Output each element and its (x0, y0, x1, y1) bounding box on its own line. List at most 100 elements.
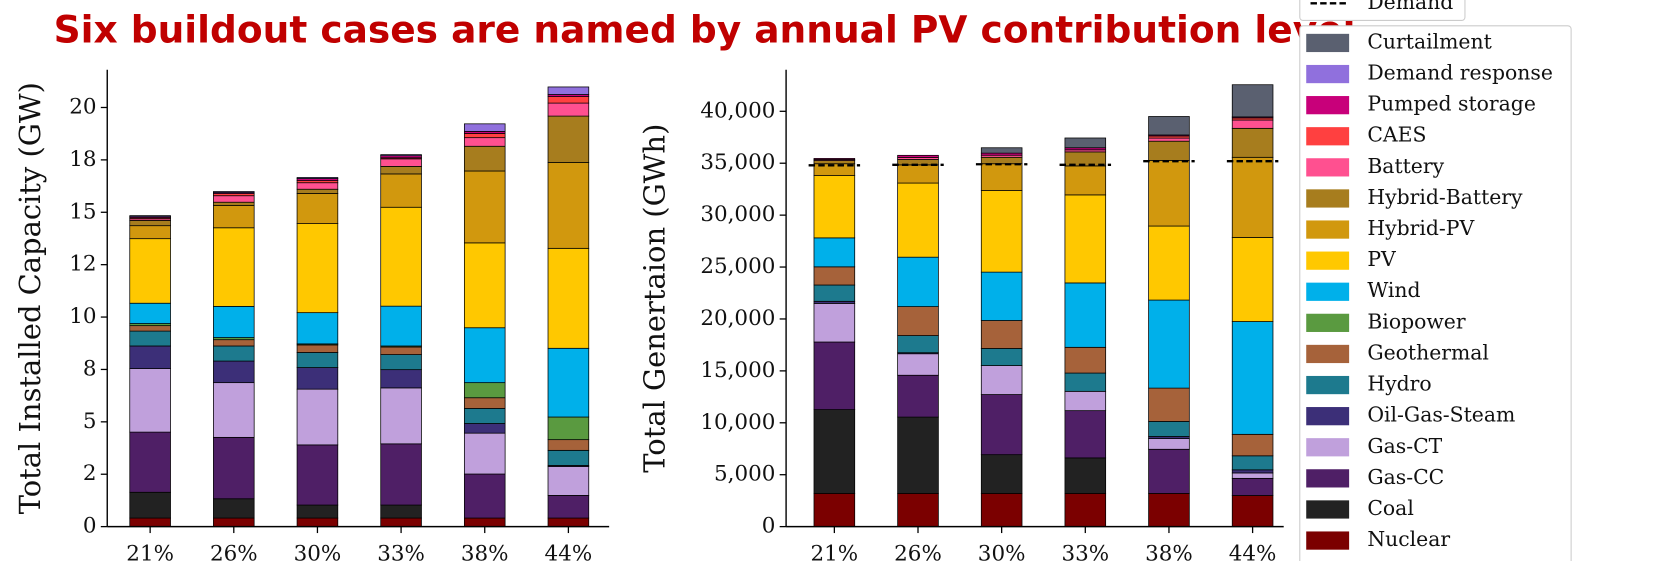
bar-segment (813, 284, 856, 302)
y-tick-label: 15 (69, 199, 96, 224)
bar-segment (129, 517, 171, 527)
bar-segment (547, 439, 590, 451)
bar-segment (463, 397, 506, 409)
bar-segment (213, 195, 255, 203)
bar-segment (813, 160, 856, 165)
bar-segment (1231, 84, 1274, 118)
legend-label: Hybrid-PV (1367, 216, 1474, 240)
bar-segment (463, 408, 506, 424)
bar-segment (547, 115, 590, 163)
bar-segment (1231, 321, 1274, 435)
bar-segment (296, 352, 339, 368)
legend-swatch (1306, 220, 1350, 239)
legend-swatch (1306, 282, 1350, 301)
bar-segment (380, 206, 422, 307)
bar-segment (1231, 237, 1274, 322)
bar-segment (380, 154, 422, 157)
legend-label: Demand (1367, 0, 1453, 14)
bar-segment (1231, 472, 1274, 479)
legend-label: Biopower (1367, 309, 1465, 333)
bar-segment (1064, 390, 1107, 412)
bar-segment (897, 256, 939, 307)
legend-swatch (1306, 96, 1350, 115)
bar-segment (463, 137, 506, 147)
bar-segment (547, 96, 590, 104)
bar-segment (1148, 225, 1190, 301)
x-tick-label: 44% (1229, 542, 1277, 561)
bar-segment (380, 387, 422, 445)
bar-segment (129, 431, 171, 493)
bar-segment (1148, 448, 1190, 494)
bar-segment (1231, 433, 1274, 457)
bar-segment (296, 344, 339, 353)
legend-swatch (1306, 344, 1350, 364)
bar-segment (213, 305, 255, 338)
legend-swatch (1306, 531, 1350, 550)
bar-segment (380, 158, 422, 167)
bar-segment (213, 517, 255, 527)
bar-segment (897, 335, 939, 354)
bar-segment (980, 156, 1023, 165)
bar-segment (380, 354, 422, 371)
bar-segment (380, 305, 422, 347)
bar-segment (1148, 421, 1190, 437)
bar-segment (980, 493, 1023, 527)
legend-swatch (1306, 407, 1350, 426)
bar-segment (1064, 493, 1107, 527)
bar-segment (813, 409, 856, 494)
bar-segment (213, 191, 255, 193)
bar-segment (296, 223, 339, 314)
y-tick-label: 0 (83, 514, 97, 539)
legend-swatch (1306, 127, 1350, 146)
bar-segment (213, 498, 255, 519)
figure-title: Six buildout cases are named by annual P… (54, 8, 1356, 52)
bar-segment (1231, 477, 1274, 496)
bar-segment (129, 215, 171, 218)
bar-segment (213, 360, 255, 384)
bar-segment (980, 190, 1023, 273)
x-tick-label: 30% (978, 542, 1026, 561)
bar-segment (1148, 137, 1190, 142)
y-tick-label: 15,000 (700, 358, 775, 383)
legend-swatch (1306, 375, 1350, 395)
bar-segment (129, 302, 171, 324)
legend-label: Gas-CC (1367, 465, 1444, 489)
bar-segment (897, 164, 939, 184)
legend-swatch (1306, 500, 1350, 519)
bar-segment (129, 225, 171, 240)
x-tick-label: 38% (461, 542, 509, 561)
legend-label: Nuclear (1367, 527, 1450, 551)
legend-label: Hydro (1367, 372, 1431, 396)
bar-segment (547, 247, 590, 349)
bar-segment (547, 86, 590, 95)
bar-segment (1064, 282, 1107, 348)
bar-segment (463, 170, 506, 244)
bar-segment (296, 388, 339, 446)
bar-segment (213, 345, 255, 362)
bar-segment (1064, 410, 1107, 459)
bar-segment (1148, 299, 1190, 389)
bar-segment (296, 444, 339, 506)
bar-segment (380, 504, 422, 519)
legend-swatch (1306, 313, 1350, 332)
bar-segment (1148, 493, 1190, 527)
bar-segment (1231, 495, 1274, 527)
y-tick-label: 5 (83, 409, 97, 434)
legend-label: CAES (1367, 123, 1426, 147)
bar-segment (980, 271, 1023, 321)
bar-segment (213, 436, 255, 500)
bar-segment (296, 182, 339, 190)
bar-segment (980, 320, 1023, 349)
bar-segment (380, 443, 422, 506)
legend-label: PV (1367, 247, 1396, 271)
bar-segment (213, 204, 255, 229)
legend-swatch (1306, 438, 1350, 457)
bar-segment (980, 163, 1023, 191)
y-tick-label: 20,000 (700, 306, 775, 331)
legend-label: Coal (1367, 496, 1414, 520)
legend-label: Oil-Gas-Steam (1367, 403, 1515, 427)
x-tick-label: 33% (377, 542, 425, 561)
bar-segment (129, 345, 171, 369)
bar-segment (813, 493, 856, 527)
